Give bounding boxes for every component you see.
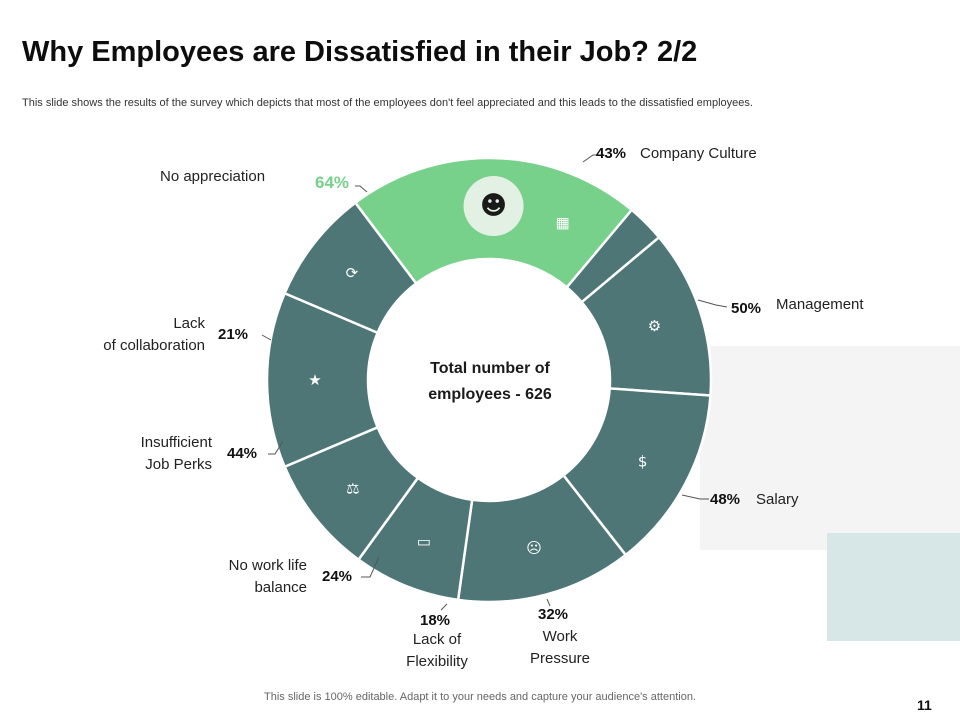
thumbs-down-person-icon: ☻ [463, 176, 524, 237]
pct-job-perks: 44% [227, 445, 258, 462]
label-company-culture: Company Culture [640, 145, 757, 162]
svg-text:⟳: ⟳ [346, 264, 359, 282]
label-collaboration-line-2: of collaboration [103, 337, 205, 354]
leader-line-collaboration [261, 334, 272, 341]
label-collaboration: Lack of collaboration [74, 313, 205, 357]
footer-note: This slide is 100% editable. Adapt it to… [264, 691, 696, 703]
leader-line-appreciation [355, 185, 368, 193]
pct-lack-flexibility: 18% [420, 612, 451, 629]
label-work-pressure-line-1: Work [542, 628, 578, 645]
background-accent-box [827, 533, 960, 641]
collaboration-icon: ⟳ [346, 264, 359, 282]
gear-icon: ⚙ [648, 317, 661, 335]
pct-company-culture: 43% [596, 145, 627, 162]
svg-text:★: ★ [308, 371, 321, 389]
svg-text:▦: ▦ [555, 213, 569, 231]
svg-text:▭: ▭ [417, 532, 431, 550]
label-appreciation: No appreciation [160, 168, 266, 185]
leader-line-lack-flexibility [440, 603, 448, 611]
money-person-icon: $ [638, 453, 648, 471]
svg-text:⚙: ⚙ [648, 317, 661, 335]
leader-line-work-life [361, 556, 380, 578]
label-work-pressure-line-2: Pressure [529, 650, 591, 667]
label-collaboration-line-1: Lack [173, 315, 205, 332]
pct-collaboration: 21% [218, 326, 249, 343]
pct-salary: 48% [710, 491, 741, 508]
label-work-life-line-2: balance [254, 579, 307, 596]
balance-icon: ⚖ [346, 479, 359, 497]
label-lack-flexibility-line-2: Flexibility [406, 653, 468, 670]
label-lack-flexibility: Lack of Flexibility [396, 629, 478, 673]
svg-text:☹: ☹ [526, 539, 542, 557]
svg-text:⚖: ⚖ [346, 479, 359, 497]
building-icon: ▦ [555, 213, 569, 231]
perks-icon: ★ [308, 371, 321, 389]
background-panel [700, 346, 960, 550]
leader-line-job-perks [268, 440, 284, 455]
label-work-life-line-1: No work life [228, 557, 307, 574]
label-lack-flexibility-line-1: Lack of [412, 631, 462, 648]
desk-worker-icon: ▭ [417, 532, 431, 550]
center-label-line-2: employees - 626 [428, 386, 552, 403]
page-title: Why Employees are Dissatisfied in their … [22, 36, 698, 68]
pct-work-pressure: 32% [538, 606, 569, 623]
leader-line-salary [681, 494, 709, 500]
label-job-perks: Insufficient Job Perks [122, 432, 212, 476]
leader-line-management [697, 299, 728, 308]
center-label-line-1: Total number of [430, 360, 550, 377]
label-job-perks-line-1: Insufficient [140, 434, 212, 451]
leader-line-work-pressure [546, 598, 551, 607]
svg-text:☻: ☻ [480, 191, 507, 221]
label-work-life: No work life balance [196, 555, 307, 599]
page-subtitle: This slide shows the results of the surv… [22, 97, 753, 109]
pct-appreciation: 64% [315, 173, 350, 192]
pct-work-life: 24% [322, 568, 353, 585]
page-number: 11 [917, 697, 932, 713]
leader-line-company-culture [582, 154, 601, 163]
label-salary: Salary [756, 491, 799, 508]
label-work-pressure: Work Pressure [520, 626, 600, 670]
pct-management: 50% [731, 300, 762, 317]
label-management: Management [776, 296, 864, 313]
svg-text:$: $ [638, 453, 648, 471]
stressed-worker-icon: ☹ [526, 539, 542, 557]
label-job-perks-line-2: Job Perks [145, 456, 212, 473]
center-label: Total number of employees - 626 [395, 356, 585, 408]
